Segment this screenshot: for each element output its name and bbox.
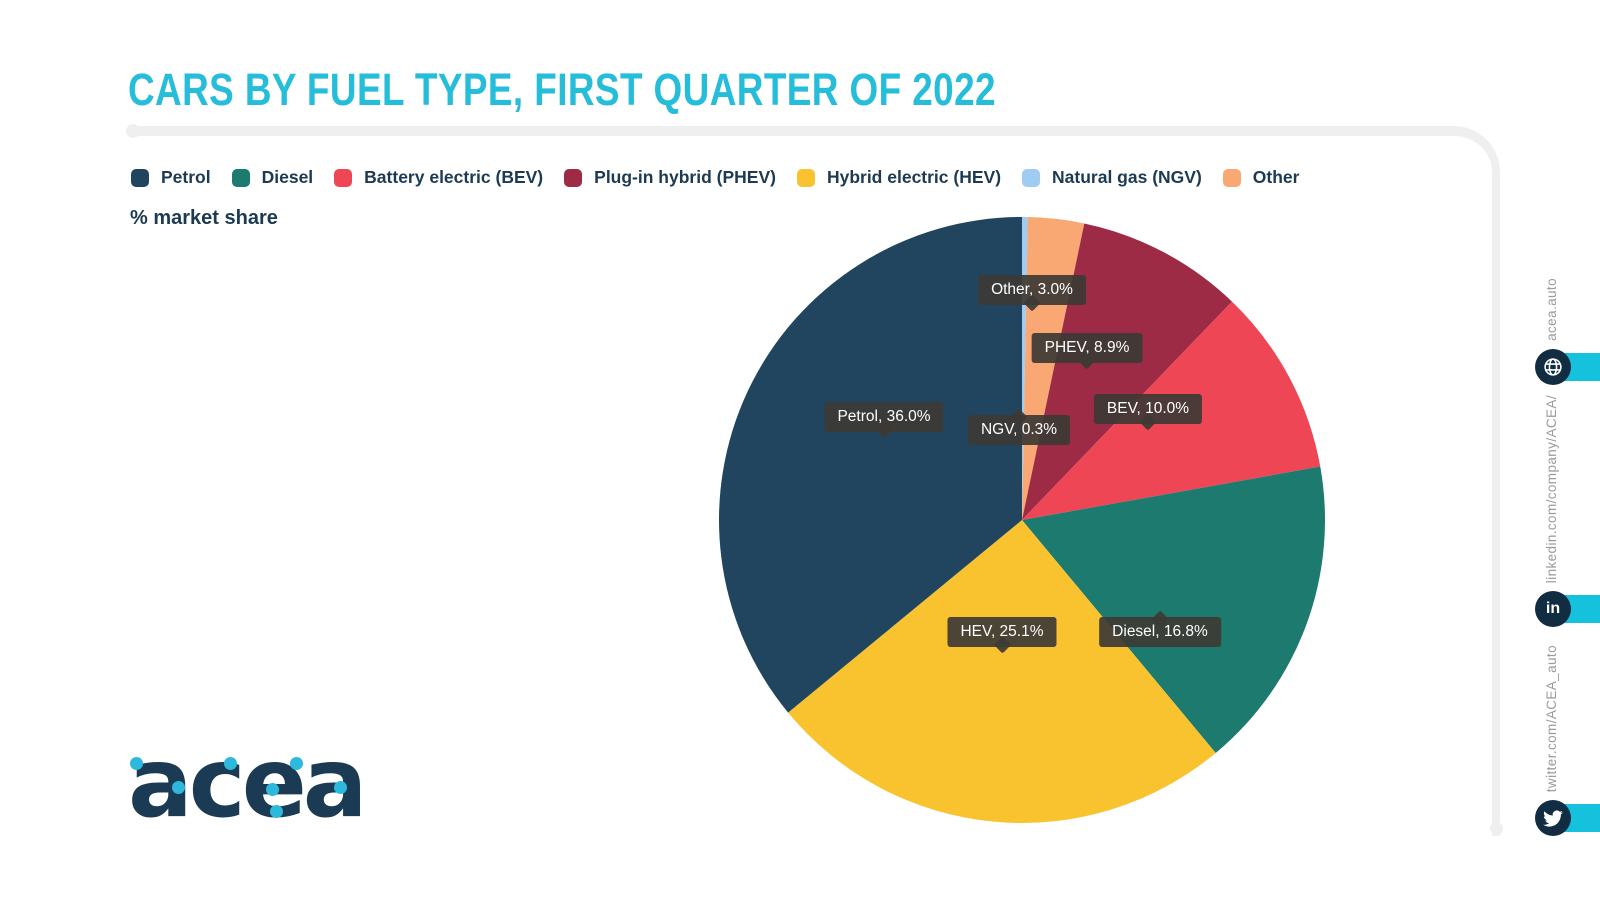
pie-label-bev: BEV, 10.0%: [1093, 394, 1203, 431]
globe-icon[interactable]: [1535, 349, 1571, 385]
pie-label-text: Diesel, 16.8%: [1112, 623, 1208, 640]
pie-label-diesel: Diesel, 16.8%: [1099, 610, 1221, 647]
decorative-frame: [130, 126, 1500, 836]
legend-item-plug-in-hybrid-phev: Plug-in hybrid (PHEV): [564, 167, 776, 188]
pie-label-other: Other, 3.0%: [978, 275, 1086, 312]
legend-swatch: [1222, 168, 1241, 187]
legend-label: Petrol: [161, 167, 211, 187]
legend-item-other: Other: [1222, 167, 1300, 188]
frame-cap-left: [126, 124, 140, 138]
legend-item-battery-electric-bev: Battery electric (BEV): [334, 167, 543, 188]
legend-item-natural-gas-ngv: Natural gas (NGV): [1022, 167, 1202, 188]
logo-dot: [266, 783, 279, 796]
pie-label-hev: HEV, 25.1%: [947, 617, 1057, 654]
pie-label-text: Other, 3.0%: [991, 281, 1073, 298]
legend-item-hybrid-electric-hev: Hybrid electric (HEV): [796, 167, 1002, 188]
legend-swatch: [564, 168, 583, 187]
legend-label: Natural gas (NGV): [1052, 167, 1202, 187]
pie-label-ngv: NGV, 0.3%: [967, 408, 1071, 445]
legend-item-diesel: Diesel: [231, 167, 314, 188]
legend-swatch: [131, 168, 149, 187]
legend-label: Hybrid electric (HEV): [826, 167, 1002, 187]
pie-slice-hev: [788, 520, 1216, 823]
legend-label: Battery electric (BEV): [364, 167, 544, 187]
website-link-label[interactable]: acea.auto: [1544, 278, 1559, 341]
legend-swatch: [796, 168, 815, 187]
chart-subtitle: % market share: [130, 207, 278, 229]
linkedin-link-label[interactable]: linkedin.com/company/ACEA/: [1544, 394, 1559, 583]
logo-dot: [270, 805, 283, 818]
pie-label-text: Petrol, 36.0%: [837, 408, 931, 425]
pie-label-text: HEV, 25.1%: [960, 623, 1044, 640]
chart-title: CARS BY FUEL TYPE, FIRST QUARTER OF 2022: [128, 64, 996, 115]
legend-label: Diesel: [261, 167, 314, 187]
pie-slice-diesel: [1022, 466, 1325, 753]
acea-logo: acea: [128, 733, 368, 838]
pie-label-text: NGV, 0.3%: [980, 421, 1058, 438]
legend: Petrol Diesel Battery electric (BEV) Plug-i…: [131, 167, 1299, 188]
logo-dot: [172, 781, 185, 794]
twitter-icon[interactable]: [1535, 800, 1571, 836]
pie-label-phev: PHEV, 8.9%: [1031, 333, 1143, 370]
pie-label-petrol: Petrol, 36.0%: [824, 402, 944, 439]
pie-chart: [719, 217, 1325, 823]
logo-dot: [334, 781, 347, 794]
pie-label-text: BEV, 10.0%: [1106, 400, 1190, 417]
logo-dot: [224, 757, 237, 770]
frame-cap-bottom: [1490, 822, 1503, 835]
logo-dot: [130, 757, 143, 770]
pie-slice-petrol: [719, 217, 1022, 713]
legend-swatch: [1022, 168, 1041, 187]
legend-swatch: [334, 168, 353, 187]
legend-swatch: [231, 168, 250, 187]
legend-item-petrol: Petrol: [131, 167, 211, 188]
acea-logo-text: acea: [128, 727, 368, 839]
logo-dot: [290, 757, 303, 770]
legend-label: Plug-in hybrid (PHEV): [594, 167, 776, 187]
linkedin-icon[interactable]: in: [1535, 591, 1571, 627]
pie-label-text: PHEV, 8.9%: [1044, 339, 1130, 356]
twitter-link-label[interactable]: twitter.com/ACEA_auto: [1544, 644, 1559, 792]
legend-label: Other: [1252, 167, 1300, 187]
